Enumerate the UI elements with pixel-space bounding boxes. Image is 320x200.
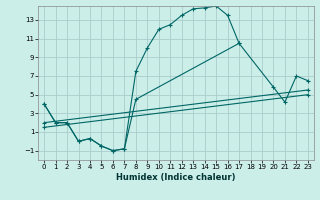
X-axis label: Humidex (Indice chaleur): Humidex (Indice chaleur): [116, 173, 236, 182]
